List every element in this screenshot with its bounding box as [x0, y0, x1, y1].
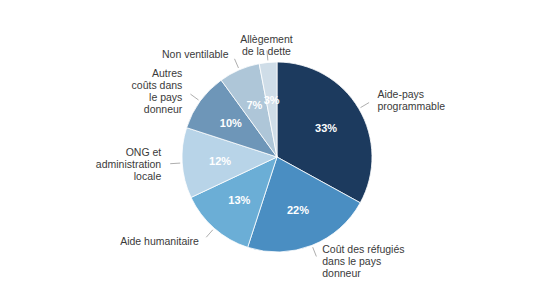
svg-text:3%: 3%	[264, 94, 280, 106]
svg-text:ONG etadministrationlocale: ONG etadministrationlocale	[96, 146, 162, 182]
svg-text:10%: 10%	[220, 117, 242, 129]
svg-text:Aide humanitaire: Aide humanitaire	[120, 235, 199, 247]
svg-text:Coût des réfugiésdans le paysd: Coût des réfugiésdans le paysdonneur	[322, 243, 404, 279]
svg-text:Aide-paysprogrammable: Aide-paysprogrammable	[377, 88, 445, 112]
svg-text:12%: 12%	[209, 155, 231, 167]
svg-text:22%: 22%	[287, 204, 309, 216]
svg-text:13%: 13%	[228, 194, 250, 206]
svg-text:Non ventilable: Non ventilable	[162, 48, 229, 60]
svg-text:33%: 33%	[315, 122, 337, 134]
svg-text:Autrescoûts dansle paysdonneur: Autrescoûts dansle paysdonneur	[132, 67, 183, 115]
svg-text:7%: 7%	[246, 99, 262, 111]
svg-text:Allègementde la dette: Allègementde la dette	[240, 33, 293, 57]
